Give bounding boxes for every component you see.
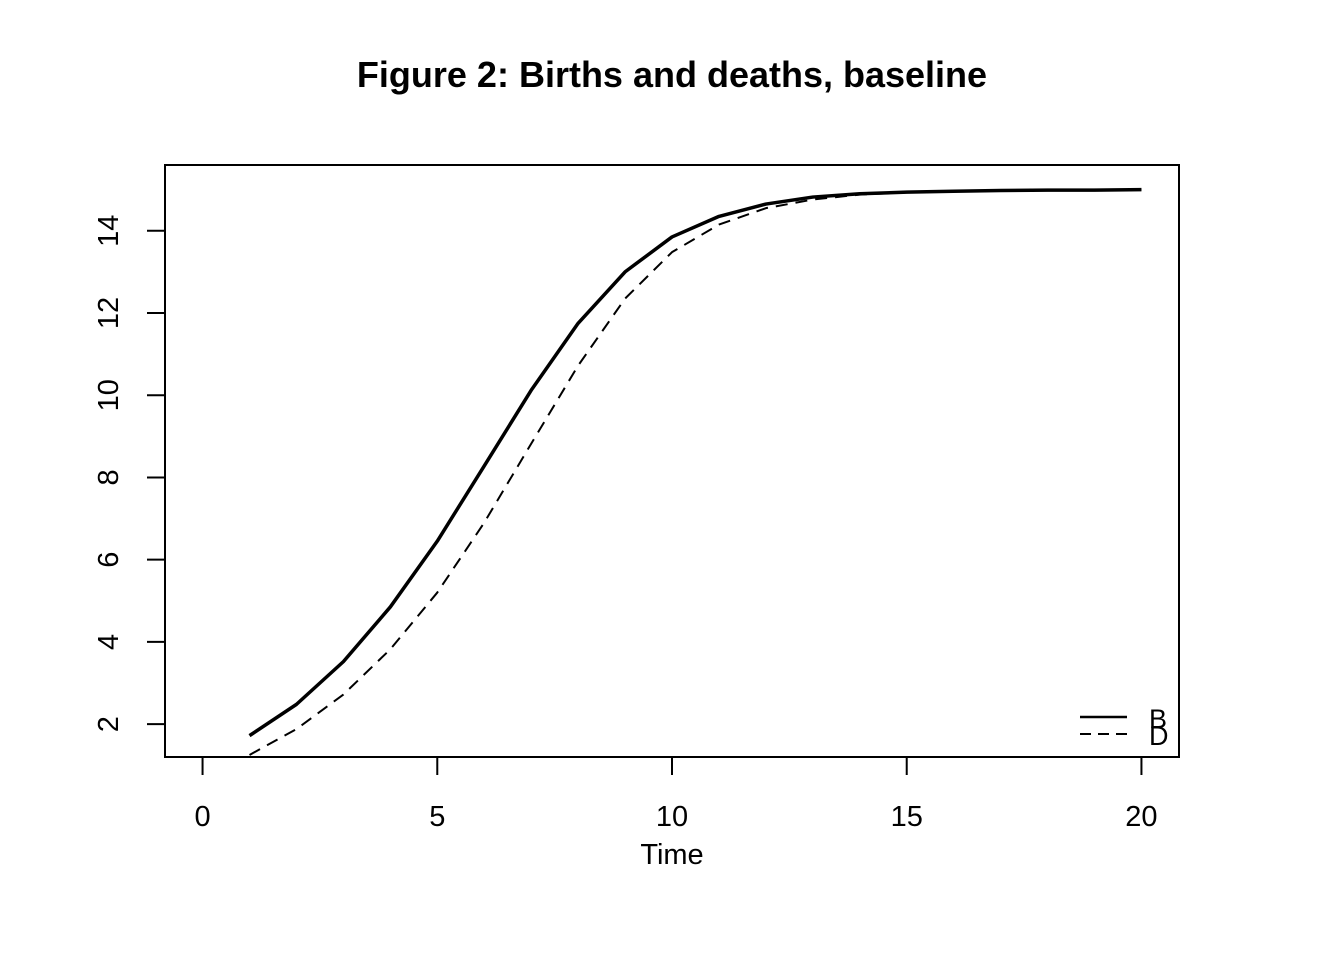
y-tick-label: 12 [93,297,125,329]
plot-frame [164,164,1180,758]
x-axis: 0 5 10 15 20 [194,756,1158,833]
x-tick-label: 15 [891,801,923,833]
series-line-b [248,187,1142,738]
y-tick-label: 6 [93,552,125,568]
legend-label-b: B [1149,704,1167,734]
y-tick-label: 8 [93,469,125,485]
y-axis: 2 4 6 8 10 12 14 [93,215,166,732]
x-tick-label: 5 [429,801,445,833]
series-layer [248,187,1142,756]
x-axis-label: Time [640,839,703,871]
legend: BD [1080,704,1169,751]
x-tick-label: 0 [194,801,210,833]
y-tick-label: 14 [93,215,125,247]
chart-title: Figure 2: Births and deaths, baseline [356,54,988,95]
series-line-d [249,188,1142,756]
x-tick-label: 10 [656,801,688,833]
y-tick-label: 4 [93,634,125,650]
x-tick-label: 20 [1125,801,1157,833]
legend-label-d: D [1149,721,1169,751]
y-tick-label: 10 [93,379,125,411]
y-tick-label: 2 [93,716,125,732]
